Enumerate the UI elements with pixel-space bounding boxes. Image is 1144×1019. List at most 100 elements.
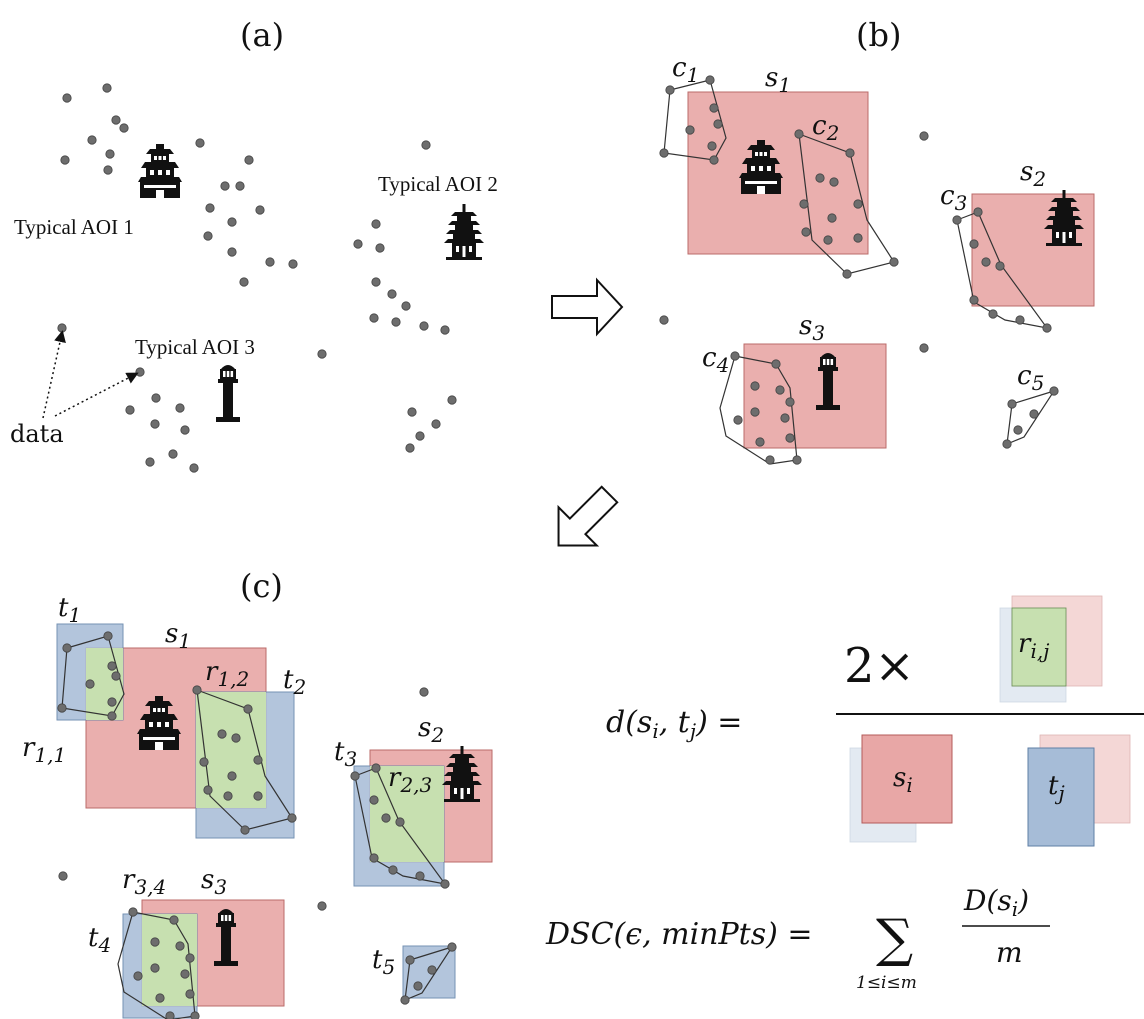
c-symbols: t1 s1 r1,2 t2 r1,1 s2 t3 r2,3 r3,4 s3 t4… — [22, 593, 444, 979]
data-point — [168, 449, 178, 459]
data-point — [288, 259, 298, 269]
frac-denominator: m — [996, 936, 1023, 969]
data-point — [180, 969, 190, 979]
data-point — [185, 989, 195, 999]
data-point — [85, 679, 95, 689]
data-point — [713, 119, 723, 129]
data-point — [995, 261, 1005, 271]
aoi1-label: Typical AOI 1 — [14, 215, 134, 239]
data-point — [415, 871, 425, 881]
data-point — [169, 915, 179, 925]
data-point — [369, 795, 379, 805]
panel-a-points — [57, 83, 457, 473]
c-s1-label: s — [165, 619, 178, 649]
t3-label: t — [334, 737, 345, 767]
data-point — [223, 791, 233, 801]
data-point — [195, 138, 205, 148]
data-point — [203, 785, 213, 795]
data-point — [709, 155, 719, 165]
data-point — [401, 301, 411, 311]
svg-text:c2: c2 — [812, 111, 839, 145]
data-arrow-1 — [42, 330, 66, 419]
data-point — [388, 865, 398, 875]
data-point — [205, 203, 215, 213]
data-point — [794, 129, 804, 139]
data-point — [815, 173, 825, 183]
s2-label: s — [1020, 157, 1033, 187]
c3-label: c — [940, 181, 955, 211]
data-point — [771, 359, 781, 369]
data-point — [730, 351, 740, 361]
t1-label: t — [58, 593, 69, 623]
data-point — [685, 125, 695, 135]
c-s3-label: s — [201, 865, 214, 895]
r11-label: r — [22, 733, 36, 763]
data-point — [421, 140, 431, 150]
data-point — [125, 405, 135, 415]
data-point — [853, 233, 863, 243]
data-point — [829, 177, 839, 187]
data-point — [107, 697, 117, 707]
data-point — [381, 813, 391, 823]
data-point — [705, 75, 715, 85]
t4-label: t — [88, 923, 99, 953]
sum-symbol: ∑ — [876, 909, 913, 969]
data-point — [707, 141, 717, 151]
data-point — [150, 419, 160, 429]
svg-text:t2: t2 — [283, 665, 306, 699]
data-point — [799, 199, 809, 209]
arrow-down-left-icon — [557, 485, 619, 547]
t2-label: t — [283, 665, 294, 695]
r12-label: r — [205, 657, 219, 687]
data-point — [190, 1011, 200, 1019]
svg-text:s3: s3 — [799, 311, 825, 345]
c4-label: c — [702, 343, 717, 373]
data-point — [801, 227, 811, 237]
panel-label-c: (c) — [240, 567, 283, 605]
data-point — [988, 309, 998, 319]
data-point — [823, 235, 833, 245]
two-times: 2× — [844, 638, 915, 694]
r-ij-label: ri,j — [1018, 629, 1049, 663]
data-point — [145, 457, 155, 467]
data-point — [227, 217, 237, 227]
data-point — [369, 853, 379, 863]
data-point — [440, 879, 450, 889]
s3-box — [743, 343, 887, 449]
data-point — [60, 155, 70, 165]
s3-label: s — [799, 311, 812, 341]
data-point — [287, 813, 297, 823]
data-point — [405, 443, 415, 453]
data-point — [87, 135, 97, 145]
sum-range: 1≤i≤m — [856, 973, 917, 993]
panel-b-points — [659, 75, 1059, 465]
data-point — [419, 687, 429, 697]
data-point — [419, 321, 429, 331]
data-point — [111, 671, 121, 681]
data-point — [973, 207, 983, 217]
b-symbols: c1 s1 c2 s2 c3 s3 c4 c5 — [672, 53, 1046, 395]
data-point — [395, 817, 405, 827]
data-point — [1015, 315, 1025, 325]
data-point — [733, 415, 743, 425]
data-point — [440, 325, 450, 335]
data-point — [317, 901, 327, 911]
data-point — [231, 733, 241, 743]
data-point — [58, 871, 68, 881]
data-point — [1007, 399, 1017, 409]
t-j-label: tj — [1048, 771, 1065, 805]
data-point — [243, 704, 253, 714]
data-point — [659, 315, 669, 325]
lighthouse-icon — [216, 365, 240, 422]
data-point — [57, 323, 67, 333]
data-point — [62, 93, 72, 103]
data-point — [180, 425, 190, 435]
data-point — [119, 123, 129, 133]
data-point — [842, 269, 852, 279]
data-point — [203, 231, 213, 241]
data-point — [135, 367, 145, 377]
data-point — [150, 963, 160, 973]
panel-label-b: (b) — [856, 16, 901, 54]
svg-text:t5: t5 — [372, 945, 395, 979]
data-point — [969, 295, 979, 305]
